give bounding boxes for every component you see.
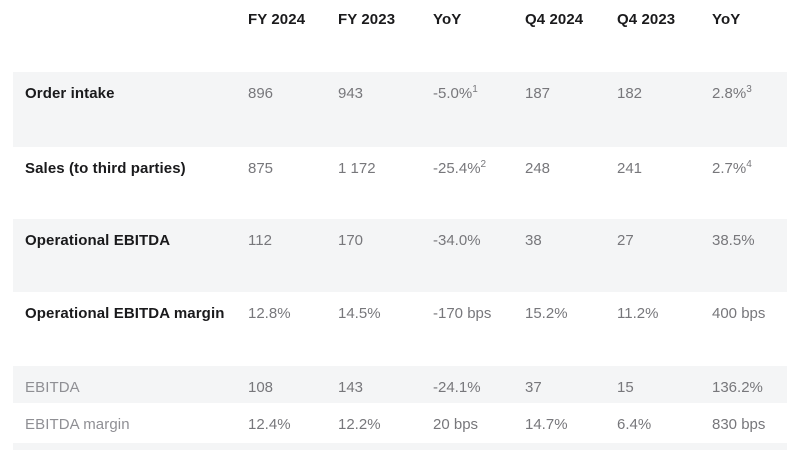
cell-value: 2.7%4 (712, 159, 752, 177)
row-label: EBITDA margin (25, 416, 130, 433)
cell-value: 241 (617, 160, 643, 177)
cell-value: 38 (525, 232, 542, 249)
cell-value: 136.2% (712, 379, 763, 396)
cell-value: 943 (338, 85, 364, 102)
cell-value: 14.5% (338, 305, 381, 322)
cell-value: 187 (525, 85, 551, 102)
column-header-fy2024: FY 2024 (248, 11, 306, 28)
footnote-superscript: 3 (746, 84, 752, 95)
cell-value: 143 (338, 379, 364, 396)
row-label: Order intake (25, 85, 115, 102)
cell-value: 875 (248, 160, 274, 177)
cell-value: 27 (617, 232, 634, 249)
table-row: Operational EBITDA margin 12.8% 14.5% -1… (13, 292, 787, 366)
column-header-q42023: Q4 2023 (617, 11, 676, 28)
next-row-band (13, 443, 787, 450)
cell-value: 2.8%3 (712, 84, 752, 102)
cell-value: 20 bps (433, 416, 479, 433)
row-label: Operational EBITDA margin (25, 305, 225, 322)
cell-value: 182 (617, 85, 643, 102)
cell-value: 896 (248, 85, 274, 102)
footnote-superscript: 4 (746, 159, 752, 170)
cell-value: -5.0%1 (433, 84, 478, 102)
column-header-yoy-fy: YoY (433, 11, 462, 28)
column-header-q42024: Q4 2024 (525, 11, 584, 28)
footnote-superscript: 1 (472, 84, 478, 95)
cell-value: 14.7% (525, 416, 568, 433)
table-header-row: FY 2024 FY 2023 YoY Q4 2024 Q4 2023 YoY (13, 0, 787, 72)
table-row: Order intake 896 943 -5.0%1 187 182 2.8%… (13, 72, 787, 147)
table-row: EBITDA 108 143 -24.1% 37 15 136.2% (13, 366, 787, 403)
cell-value: 830 bps (712, 416, 766, 433)
table-row: EBITDA margin 12.4% 12.2% 20 bps 14.7% 6… (13, 403, 787, 443)
cell-value: 12.2% (338, 416, 381, 433)
cell-value: 112 (248, 232, 272, 249)
row-label: EBITDA (25, 379, 80, 396)
column-header-fy2023: FY 2023 (338, 11, 396, 28)
row-label: Operational EBITDA (25, 232, 171, 249)
table-row: Operational EBITDA 112 170 -34.0% 38 27 … (13, 219, 787, 292)
cell-value: 38.5% (712, 232, 755, 249)
cell-value: 248 (525, 160, 551, 177)
table-body: Order intake 896 943 -5.0%1 187 182 2.8%… (0, 72, 800, 443)
cell-value: 37 (525, 379, 542, 396)
cell-value: 12.4% (248, 416, 291, 433)
cell-value: 15.2% (525, 305, 568, 322)
cell-value: 15 (617, 379, 634, 396)
cell-value: 12.8% (248, 305, 291, 322)
cell-value: 11.2% (617, 305, 659, 322)
cell-value: 170 (338, 232, 364, 249)
cell-value: -34.0% (433, 232, 481, 249)
cell-value: 400 bps (712, 305, 766, 322)
footnote-superscript: 2 (480, 159, 487, 170)
row-label: Sales (to third parties) (25, 160, 186, 177)
cell-value: 6.4% (617, 416, 652, 433)
column-header-yoy-q4: YoY (712, 11, 741, 28)
cell-value: 108 (248, 379, 274, 396)
table-row: Sales (to third parties) 875 1 172 -25.4… (13, 147, 787, 219)
cell-value: -170 bps (433, 305, 492, 322)
cell-value: -24.1% (433, 379, 481, 396)
cell-value: 1 172 (338, 160, 376, 177)
cell-value: -25.4%2 (433, 159, 487, 177)
